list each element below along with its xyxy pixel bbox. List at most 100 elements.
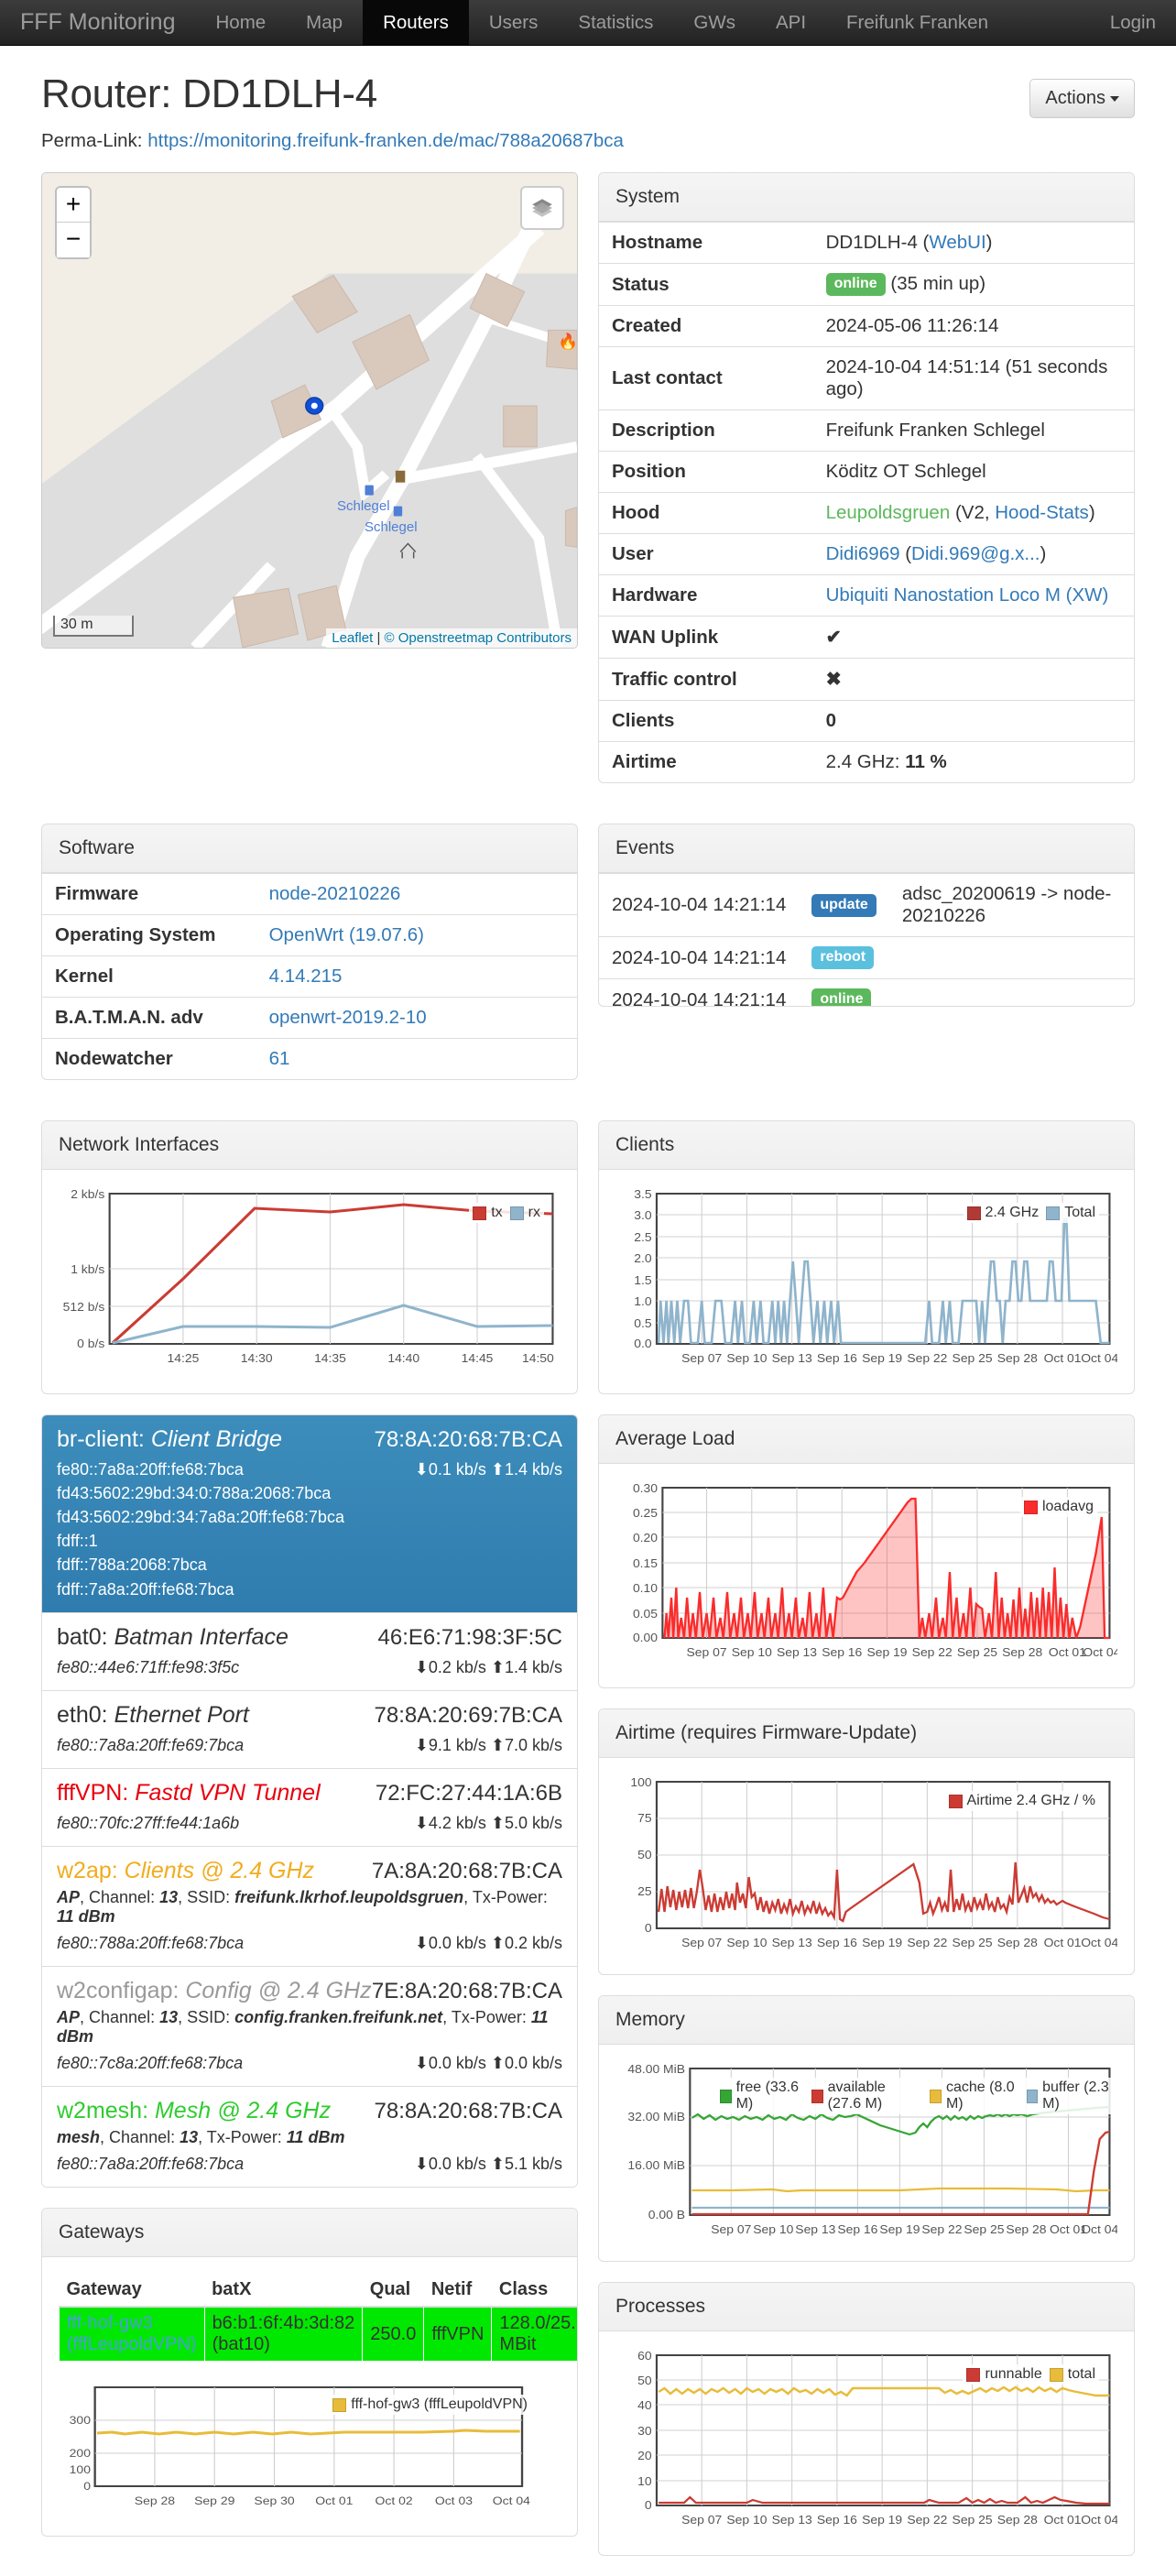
system-row-key: Hood [599,492,813,534]
svg-text:Oct 04: Oct 04 [1083,1645,1117,1658]
perma-link[interactable]: https://monitoring.freifunk-franken.de/m… [147,130,624,151]
svg-text:Sep 13: Sep 13 [772,2513,812,2526]
nav-item-freifunk-franken[interactable]: Freifunk Franken [846,11,988,33]
nav-item-api[interactable]: API [775,11,807,33]
user-extra-link[interactable]: Didi.969@g.x... [911,543,1040,565]
legend-item-cache: cache (8.0 M) [930,2079,1018,2112]
interface-address: fe80::7a8a:20ff:fe68:7bca [57,1460,244,1479]
webui-link[interactable]: WebUI [929,232,986,253]
nav-item-routers[interactable]: Routers [363,0,469,45]
svg-text:1 kb/s: 1 kb/s [71,1262,104,1275]
interface-header: w2configap: Config @ 2.4 GHz 7E:8A:20:68:… [57,1978,562,2004]
interface-item[interactable]: fffVPN: Fastd VPN Tunnel 72:FC:27:44:1A:6… [42,1767,577,1846]
svg-text:2 kb/s: 2 kb/s [71,1187,104,1200]
svg-text:14:45: 14:45 [462,1351,494,1364]
map-zoom-in-button[interactable]: + [57,188,90,223]
interface-mac: 7E:8A:20:68:7B:CA [371,1979,562,2004]
legend-item-free: free (33.6 M) [720,2079,804,2112]
svg-text:0.25: 0.25 [633,1506,658,1519]
nav-item-home[interactable]: Home [215,11,267,33]
clients-panel-body: 3.5 3.0 2.5 2.0 1.5 1.0 0.5 0.0 Sep 07 Sep 10 S… [599,1170,1134,1393]
svg-text:Oct 04: Oct 04 [1081,2513,1117,2526]
software-value-link[interactable]: 4.14.215 [268,966,343,988]
software-value-link[interactable]: 61 [268,1048,290,1070]
interface-item[interactable]: eth0: Ethernet Port 78:8A:20:69:7B:CA fe80… [42,1689,577,1768]
interface-header: bat0: Batman Interface 46:E6:71:98:3F:5C [57,1624,562,1651]
processes-chart-legend: runnable total [963,2364,1099,2385]
leaflet-link[interactable]: Leaflet [332,630,374,646]
interface-item[interactable]: w2mesh: Mesh @ 2.4 GHz 78:8A:20:68:7B:CA m… [42,2086,577,2188]
osm-link[interactable]: © Openstreetmap Contributors [384,630,572,646]
nav-item-statistics[interactable]: Statistics [578,11,654,33]
interface-name: eth0: Ethernet Port [57,1701,249,1728]
netif-chart-legend: tx rx [469,1203,544,1224]
system-table-row: Clients 0 [599,700,1134,742]
nav-item: Map [286,0,363,45]
svg-text:30: 30 [637,2424,651,2437]
nav-item-users[interactable]: Users [488,11,539,33]
event-time: 2024-10-04 14:21:14 [599,936,800,979]
legend-item-gateway: fff-hof-gw3 (fffLeupoldVPN) [332,2396,528,2413]
svg-text:Oct 01: Oct 01 [1044,1351,1082,1364]
interface-item[interactable]: w2configap: Config @ 2.4 GHz 7E:8A:20:68:… [42,1966,577,2087]
map-zoom-control[interactable]: + − [55,186,92,259]
page-title: Router: DD1DLH-4 [41,71,377,116]
interface-address: fe80::788a:20ff:fe68:7bca [57,1933,245,1952]
events-panel: Events 2024-10-04 14:21:14 update adsc_202… [598,824,1135,1008]
brand-link[interactable]: FFF Monitoring [20,9,176,35]
actions-button[interactable]: Actions [1029,79,1135,118]
hardware-link[interactable]: Ubiquiti Nanostation Loco M (XW) [825,584,1109,606]
interface-address: fe80::7a8a:20ff:fe68:7bca [57,2155,245,2174]
interface-header: br-client: Client Bridge 78:8A:20:68:7B:C… [57,1426,562,1453]
software-value-link[interactable]: OpenWrt (19.07.6) [268,924,424,946]
svg-text:Sep 10: Sep 10 [726,1936,767,1948]
svg-text:1.0: 1.0 [634,1294,651,1307]
svg-text:Oct 04: Oct 04 [1081,2222,1117,2235]
map-zoom-out-button[interactable]: − [57,223,90,257]
hood-extra-link[interactable]: Hood-Stats [995,502,1089,524]
svg-text:14:25: 14:25 [168,1351,200,1364]
software-panel: Software Firmware node-20210226 Operating … [41,824,578,1081]
average-load-panel-body: 0.30 0.25 0.20 0.15 0.10 0.05 0.00 Sep 07 Sep… [599,1464,1134,1687]
hood-link[interactable]: Leupoldsgruen [825,502,951,524]
value-bold: 0 [825,710,836,732]
system-row-value: Leupoldsgruen (V2, Hood-Stats) [812,492,1134,534]
nav-item-gws[interactable]: GWs [693,11,735,33]
interface-item[interactable]: br-client: Client Bridge 78:8A:20:68:7B:C… [42,1415,577,1612]
top-navbar: FFF Monitoring Home Map Routers Users Statis… [0,0,1176,46]
legend-item-buffer: buffer (2.3 M) [1026,2079,1114,2112]
software-value-link[interactable]: node-20210226 [268,883,401,905]
login-link[interactable]: Login [1109,11,1156,33]
interface-item[interactable]: bat0: Batman Interface 46:E6:71:98:3F:5C f… [42,1611,577,1690]
svg-text:Oct 02: Oct 02 [376,2494,413,2507]
svg-text:Sep 28: Sep 28 [997,2513,1038,2526]
download-icon: ⬇ [414,1933,429,1952]
nav-item-map[interactable]: Map [306,11,343,33]
svg-text:Sep 13: Sep 13 [772,1936,812,1948]
software-row-key: Operating System [42,914,256,956]
legend-label-loadavg: loadavg [1041,1499,1094,1515]
router-map[interactable]: 🔥 [41,172,578,649]
svg-text:Oct 04: Oct 04 [493,2494,530,2507]
average-load-panel-title: Average Load [599,1415,1134,1465]
system-row-value: DD1DLH-4 (WebUI) [812,222,1134,264]
svg-text:0.10: 0.10 [633,1581,658,1594]
interface-sub: fe80::7c8a:20ff:fe68:7bca ⬇0.0 kb/s ⬆0.0 … [57,2051,562,2075]
software-value-link[interactable]: openwrt-2019.2-10 [268,1007,427,1029]
upload-icon: ⬆ [490,1735,505,1754]
software-row-value: OpenWrt (19.07.6) [256,914,577,956]
legend-item-total-procs: total [1049,2366,1095,2383]
software-row-key: Firmware [42,873,256,915]
map-layers-button[interactable] [520,186,564,230]
col-system: System Hostname DD1DLH-4 (WebUI) Status onl… [588,172,1135,803]
interface-addresses: fe80::44e6:71ff:fe98:3f5c [57,1655,239,1679]
software-row-key: B.A.T.M.A.N. adv [42,997,256,1039]
upload-icon: ⬆ [490,2155,505,2174]
user-link[interactable]: Didi6969 [825,543,900,565]
page-header: Router: DD1DLH-4 Perma-Link: https://mon… [41,46,1135,152]
interface-sub: fe80::7a8a:20ff:fe69:7bca ⬇9.1 kb/s ⬆7.0 … [57,1733,562,1757]
interface-item[interactable]: w2ap: Clients @ 2.4 GHz 7A:8A:20:68:7B:CA… [42,1845,577,1967]
svg-text:0.20: 0.20 [633,1531,658,1544]
legend-label-available: available (27.6 M) [827,2079,886,2112]
gateway-link[interactable]: fff-hof-gw3 (fffLeupoldVPN) [67,2313,197,2355]
